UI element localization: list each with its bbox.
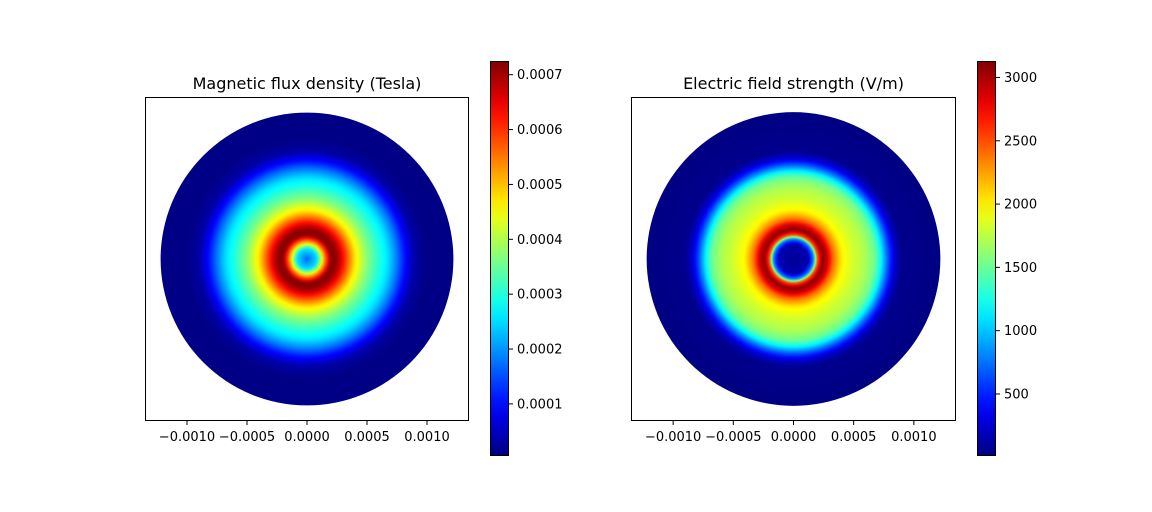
heatmap-disk [646, 112, 941, 406]
colorbar [490, 61, 509, 456]
x-tick-label: −0.0005 [219, 430, 275, 445]
colorbar-frame [490, 61, 509, 456]
colorbar [977, 61, 996, 456]
panel-magnetic: Magnetic flux density (Tesla) −0.0010 −0.0… [145, 61, 563, 456]
colorbar-tick-label: 2000 [1004, 198, 1037, 213]
colorbar-tick-label: 0.0007 [517, 68, 563, 83]
colorbar-tick-label: 500 [1004, 387, 1029, 402]
colorbar-tick-label: 0.0004 [517, 233, 563, 248]
x-tick-label: −0.0010 [159, 430, 215, 445]
colorbar-tick-label: 2500 [1004, 134, 1037, 149]
colorbar-tick-label: 3000 [1004, 71, 1037, 86]
colorbar-tick-label: 0.0001 [517, 397, 563, 412]
x-tick-label: 0.0010 [404, 430, 450, 445]
x-tick-label: 0.0005 [344, 430, 390, 445]
colorbar-tick-label: 0.0005 [517, 178, 563, 193]
colorbar-frame [977, 61, 996, 456]
x-tick-label: −0.0010 [645, 430, 701, 445]
colorbar-tick-label: 0.0002 [517, 343, 563, 358]
colorbar-tick-label: 1500 [1004, 261, 1037, 276]
colorbar-tick-label: 1000 [1004, 324, 1037, 339]
chart-title: Magnetic flux density (Tesla) [193, 74, 422, 93]
x-tick-label: 0.0000 [284, 430, 330, 445]
x-tick-label: −0.0005 [705, 430, 761, 445]
x-tick-label: 0.0005 [831, 430, 877, 445]
panel-electric: Electric field strength (V/m) −0.0010 −0.0… [631, 61, 1037, 456]
heatmap-disk [160, 112, 454, 406]
colorbar-tick-label: 0.0006 [517, 123, 563, 138]
axes-frame [631, 97, 956, 421]
axes-frame [145, 97, 469, 421]
x-tick-label: 0.0010 [891, 430, 937, 445]
colorbar-tick-label: 0.0003 [517, 288, 563, 303]
x-tick-label: 0.0000 [771, 430, 817, 445]
chart-title: Electric field strength (V/m) [683, 74, 904, 93]
